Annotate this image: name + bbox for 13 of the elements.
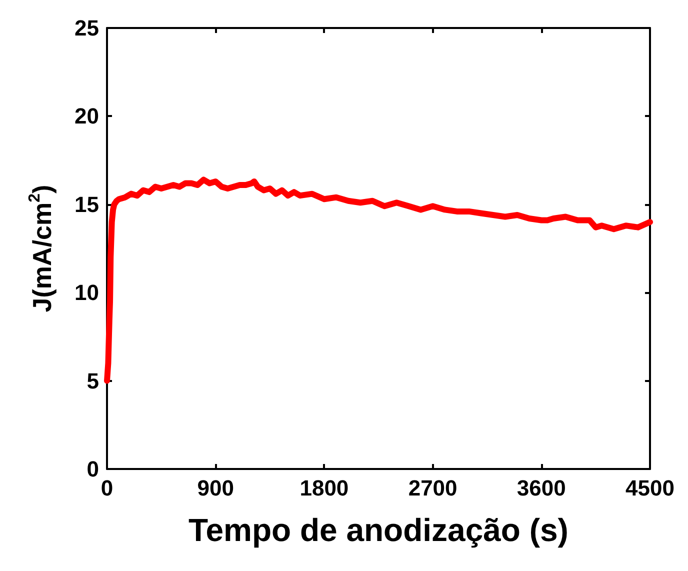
y-tick-label: 0: [86, 456, 99, 482]
x-tick-label: 4500: [626, 476, 674, 500]
y-tick-label: 15: [74, 192, 99, 217]
x-tick-label: 2700: [408, 476, 458, 500]
y-axis-title: J(mA/cm2): [26, 184, 57, 312]
x-tick-label: 1800: [300, 476, 349, 500]
x-axis-title: Tempo de anodização (s): [188, 512, 568, 548]
y-tick-label: 25: [74, 16, 99, 40]
y-tick-label: 10: [74, 280, 99, 306]
x-tick-label: 3600: [516, 476, 566, 500]
y-tick-label: 5: [86, 368, 99, 394]
x-tick-label: 900: [197, 476, 234, 500]
y-tick-label: 20: [74, 104, 99, 129]
